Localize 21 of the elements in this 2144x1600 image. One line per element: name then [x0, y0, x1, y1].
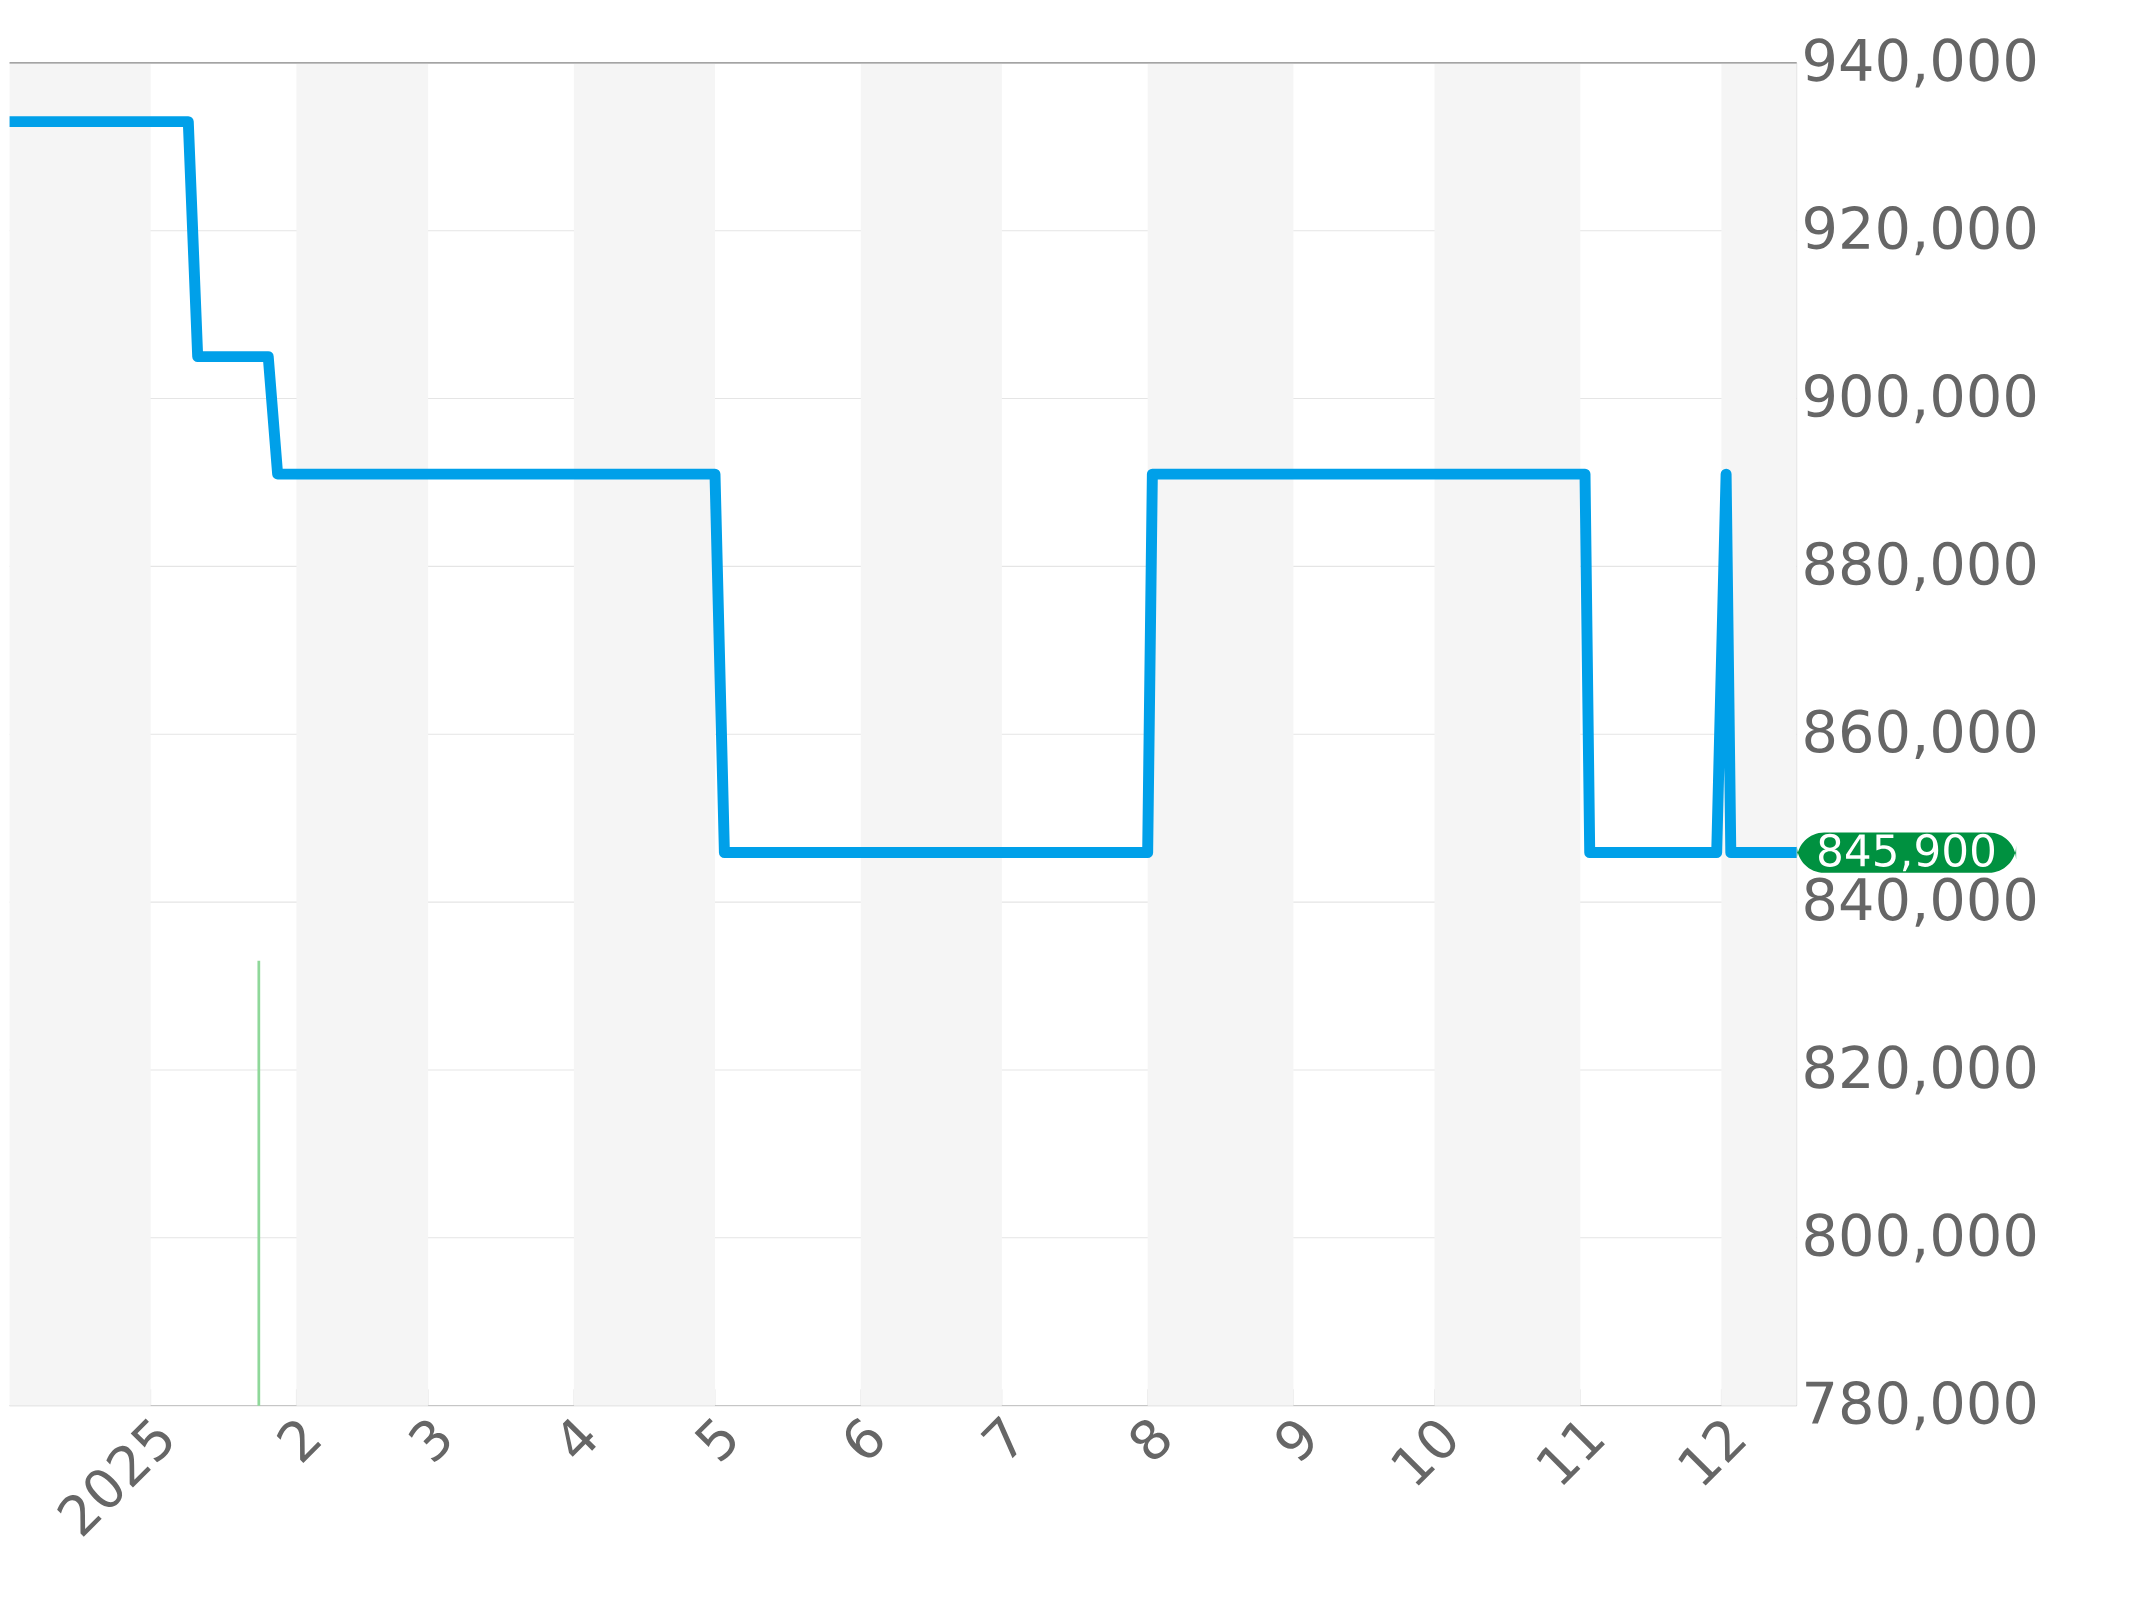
x-tick-label: 3 — [408, 1420, 450, 1463]
annotation: 845,900 — [1819, 833, 1995, 872]
x-tick-label: 9 — [1276, 1421, 1313, 1462]
y-tick-label: 800,000 — [1805, 1213, 2036, 1263]
x-tick-label: 11 — [1536, 1422, 1605, 1486]
y-tick-label: 920,000 — [1805, 206, 2036, 256]
x-tick-label: 5 — [694, 1418, 736, 1462]
y-tick-label: 840,000 — [1805, 877, 2036, 927]
x-tick-label: 8 — [1130, 1420, 1170, 1460]
x-tick-label: 4 — [562, 1418, 596, 1457]
y-tick-label: 940,000 — [1805, 38, 2036, 88]
y-tick-label: 780,000 — [1806, 1381, 2036, 1431]
y-tick-label: 820,000 — [1805, 1045, 2036, 1095]
x-tick-label: 7 — [980, 1415, 1017, 1459]
y-tick-label: 860,000 — [1805, 709, 2036, 759]
y-tick-label: 900,000 — [1805, 374, 2036, 424]
x-tick-label: 6 — [845, 1417, 883, 1458]
y-tick-label: 880,000 — [1805, 541, 2036, 592]
x-tick-label: 12 — [1678, 1421, 1747, 1486]
x-tick-label: 10 — [1391, 1421, 1456, 1486]
x-tick-label: 2 — [276, 1421, 322, 1464]
